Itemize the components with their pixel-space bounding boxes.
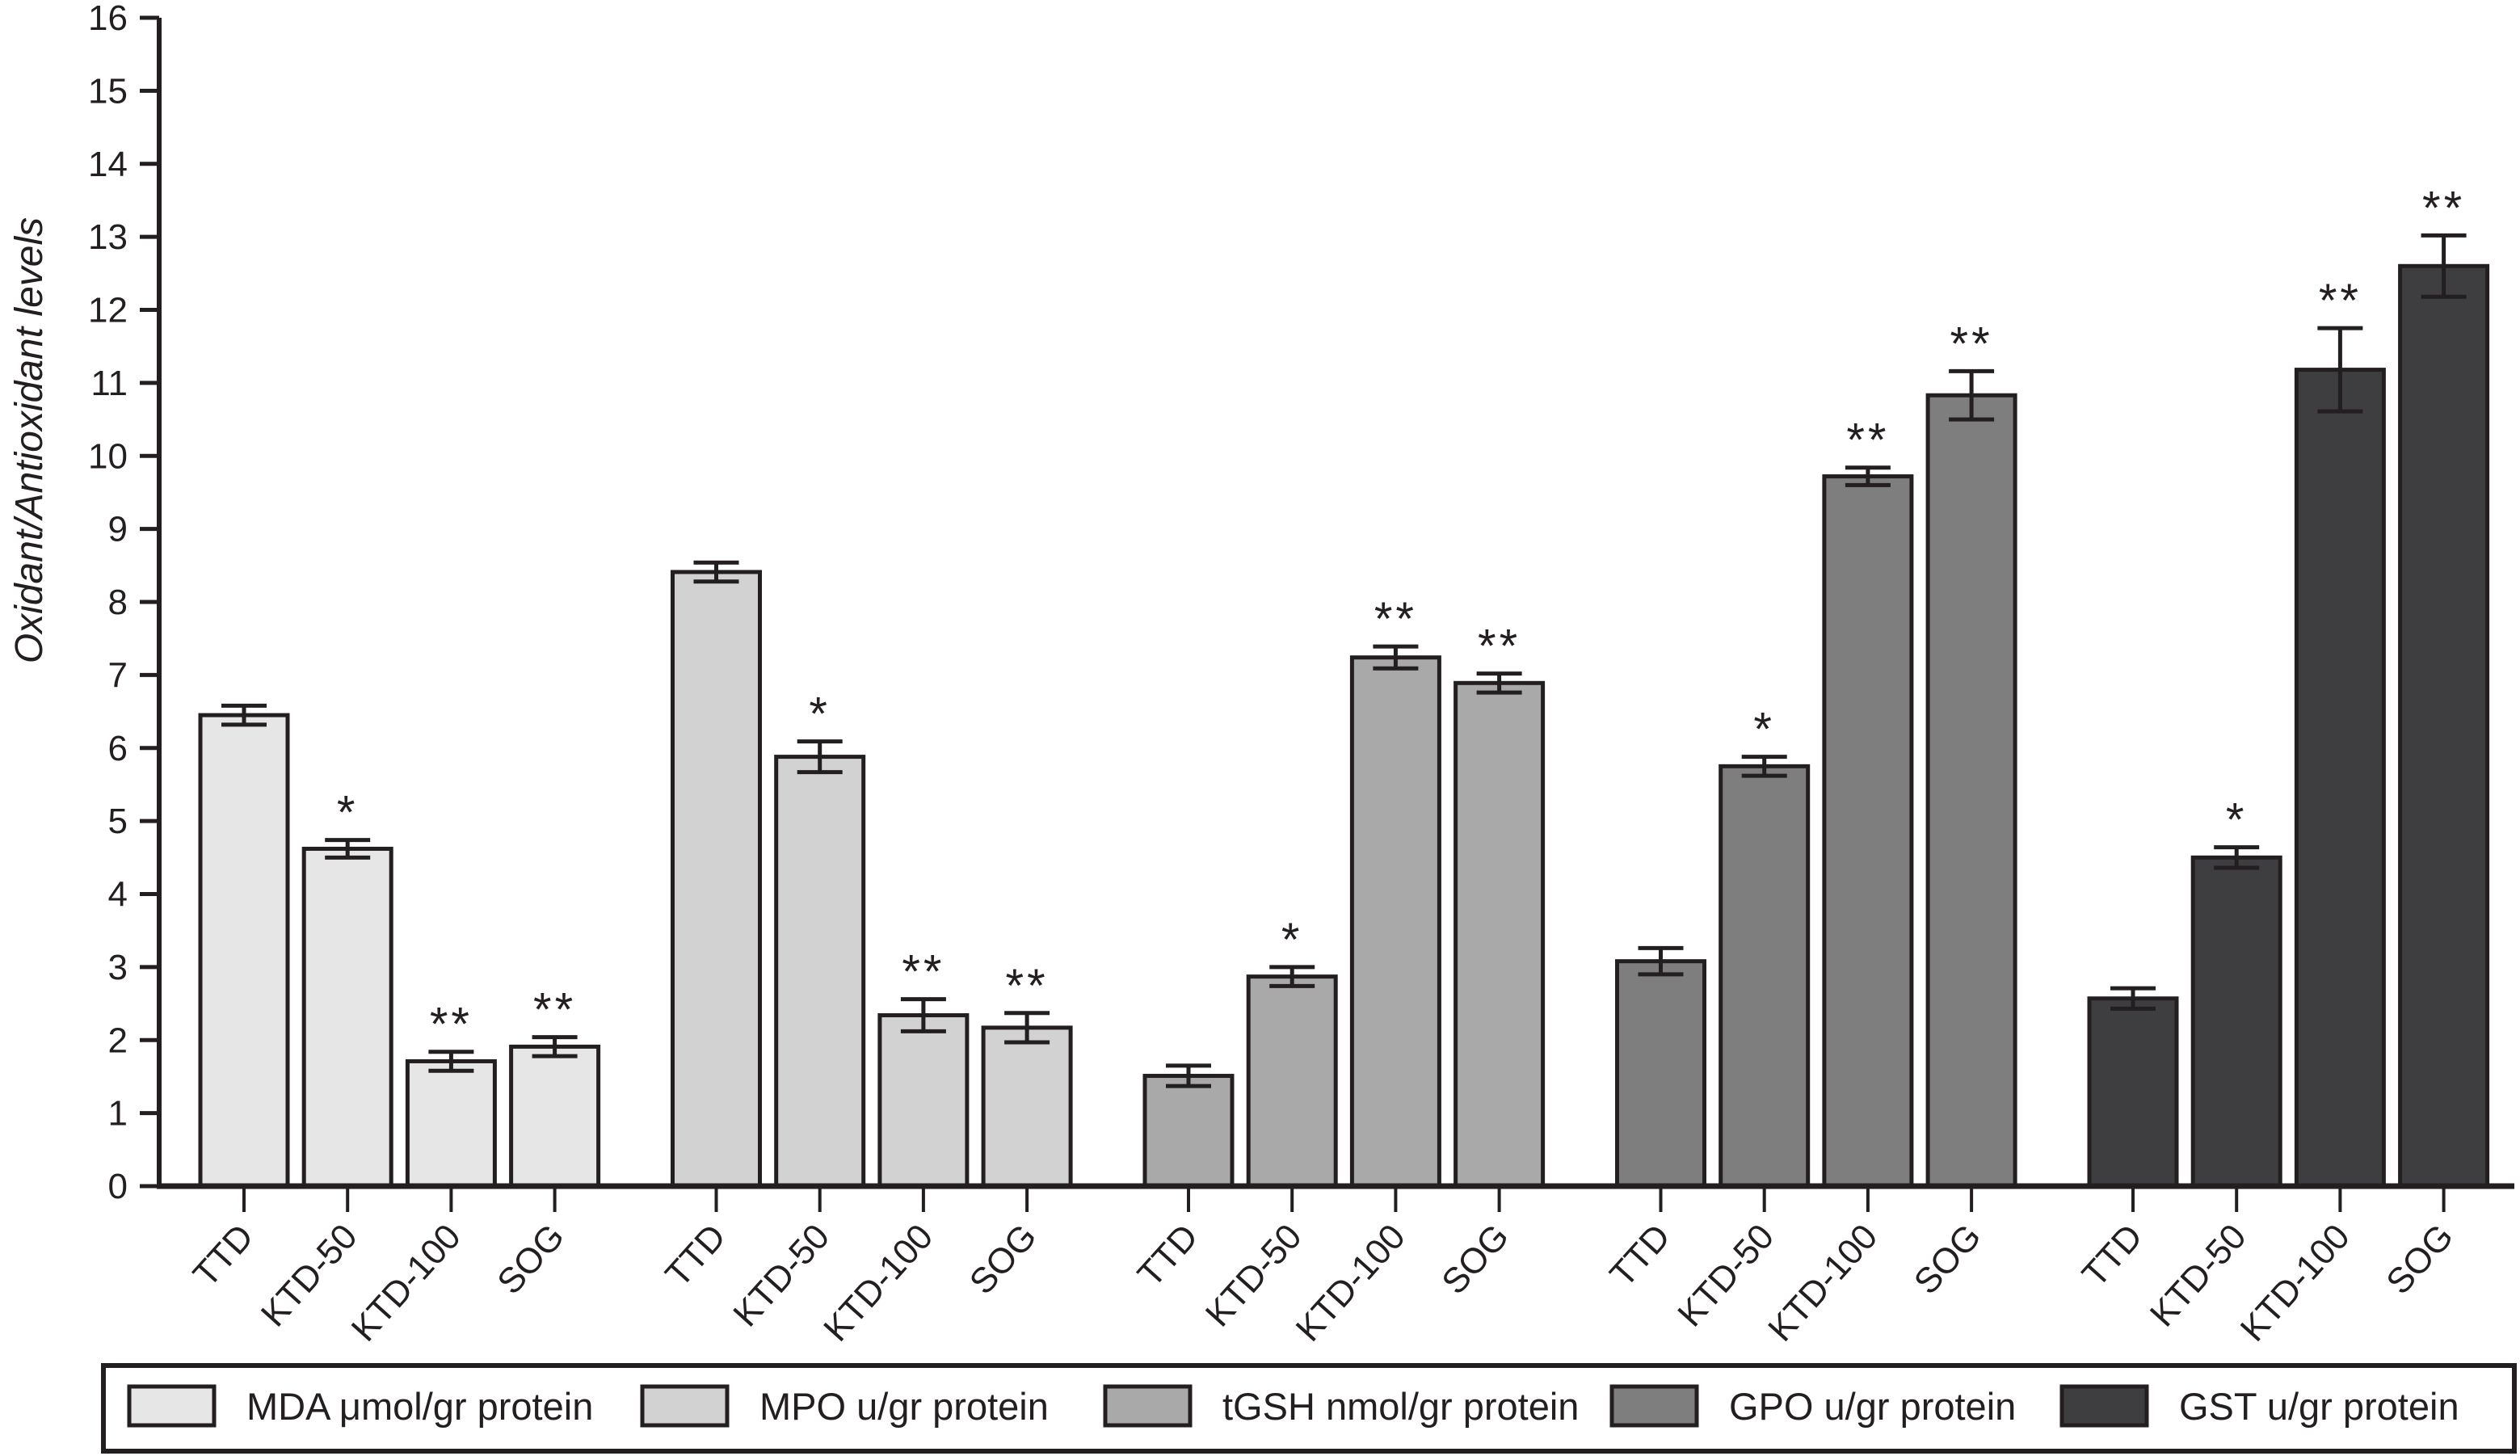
legend-swatch-gpo [1609,1384,1699,1428]
y-tick-label-4: 4 [108,875,128,915]
bar-gpo-ttd [1615,959,1706,1189]
significance-marker-tgsh-sog: ** [1478,621,1521,673]
bar-gst-ttd [2087,996,2179,1189]
bar-tgsh-sog [1454,680,1546,1189]
legend-swatch-tgsh [1103,1384,1193,1428]
y-tick-label-3: 3 [108,948,128,987]
bar-mda-ktd-50 [301,846,393,1189]
bar-tgsh-ktd-100 [1349,655,1441,1189]
bar-tgsh-ttd [1142,1074,1235,1189]
bar-gst-ktd-50 [2190,855,2282,1189]
bar-gpo-sog [1925,393,2017,1189]
x-tick-label-mpo-ttd: TTD [658,1217,734,1294]
significance-marker-gst-ktd-50: * [2226,794,2248,847]
legend-swatch-mpo [640,1384,730,1428]
x-tick-label-tgsh-ttd: TTD [1130,1217,1206,1294]
significance-marker-gpo-sog: ** [1950,318,1993,370]
x-tick-label-mpo-sog: SOG [962,1217,1045,1302]
bar-mpo-ttd [671,570,762,1189]
bar-mpo-ktd-50 [774,755,866,1189]
y-tick-label-5: 5 [108,802,128,841]
bar-mda-sog [509,1044,601,1189]
x-tick-label-gpo-ttd: TTD [1602,1217,1678,1294]
bar-gpo-ktd-50 [1719,764,1811,1189]
significance-marker-gpo-ktd-50: * [1753,704,1775,756]
y-tick-label-14: 14 [88,145,128,184]
significance-marker-tgsh-ktd-50: * [1281,914,1303,966]
y-tick-label-0: 0 [108,1167,128,1206]
x-tick-label-tgsh-ktd-100: KTD-100 [1289,1217,1413,1349]
y-tick-label-8: 8 [108,583,128,622]
y-tick-label-15: 15 [88,71,128,111]
y-tick-label-10: 10 [88,436,128,476]
x-tick-label-gst-sog: SOG [2379,1217,2461,1302]
x-tick-label-gst-ktd-100: KTD-100 [2233,1217,2358,1349]
legend-label-gpo: GPO u/gr protein [1729,1385,2016,1428]
x-tick-label-mpo-ktd-100: KTD-100 [816,1217,940,1349]
bar-mda-ktd-100 [405,1058,497,1189]
significance-marker-gst-ktd-100: ** [2319,275,2362,327]
significance-marker-mpo-ktd-100: ** [902,946,944,999]
x-tick-label-mda-ttd: TTD [186,1217,262,1294]
significance-marker-mda-sog: ** [533,984,576,1037]
bar-mda-ttd [198,713,290,1189]
y-tick-label-1: 1 [108,1094,128,1134]
significance-marker-gst-sog: ** [2422,182,2465,234]
x-tick-label-gpo-ktd-100: KTD-100 [1761,1217,1885,1349]
significance-marker-mpo-ktd-50: * [809,688,831,741]
y-tick-label-2: 2 [108,1020,128,1060]
x-tick-label-gpo-sog: SOG [1907,1217,1989,1302]
bar-mpo-sog [981,1025,1073,1189]
legend-label-gst: GST u/gr protein [2179,1385,2459,1428]
legend-label-mpo: MPO u/gr protein [759,1385,1049,1428]
y-tick-label-7: 7 [108,655,128,695]
legend-label-tgsh: tGSH nmol/gr protein [1222,1385,1579,1428]
y-tick-label-11: 11 [90,364,128,403]
legend-label-mda: MDA μmol/gr protein [246,1385,593,1428]
y-axis-title: Oxidant/Antioxidant levels [8,217,51,663]
bar-gpo-ktd-100 [1822,474,1914,1189]
x-tick-label-gst-ttd: TTD [2075,1217,2151,1294]
x-tick-label-tgsh-sog: SOG [1434,1217,1517,1302]
y-tick-label-6: 6 [108,729,128,768]
significance-marker-tgsh-ktd-100: ** [1374,593,1417,646]
legend-swatch-gst [2059,1384,2149,1428]
significance-marker-mda-ktd-50: * [337,787,359,840]
bar-gst-ktd-100 [2294,368,2386,1189]
significance-marker-gpo-ktd-100: ** [1846,414,1889,467]
y-tick-label-9: 9 [108,510,128,549]
bar-mpo-ktd-100 [877,1013,970,1189]
legend-swatch-mda [127,1384,217,1428]
y-tick-label-12: 12 [88,291,128,330]
x-tick-label-mda-ktd-100: KTD-100 [344,1217,469,1349]
significance-marker-mda-ktd-100: ** [430,999,473,1051]
significance-marker-mpo-sog: ** [1006,960,1049,1012]
bar-gst-sog [2398,263,2490,1189]
y-tick-label-13: 13 [88,217,128,257]
y-tick-label-16: 16 [88,0,128,38]
bar-tgsh-ktd-50 [1246,974,1338,1189]
x-tick-label-mda-sog: SOG [490,1217,572,1302]
